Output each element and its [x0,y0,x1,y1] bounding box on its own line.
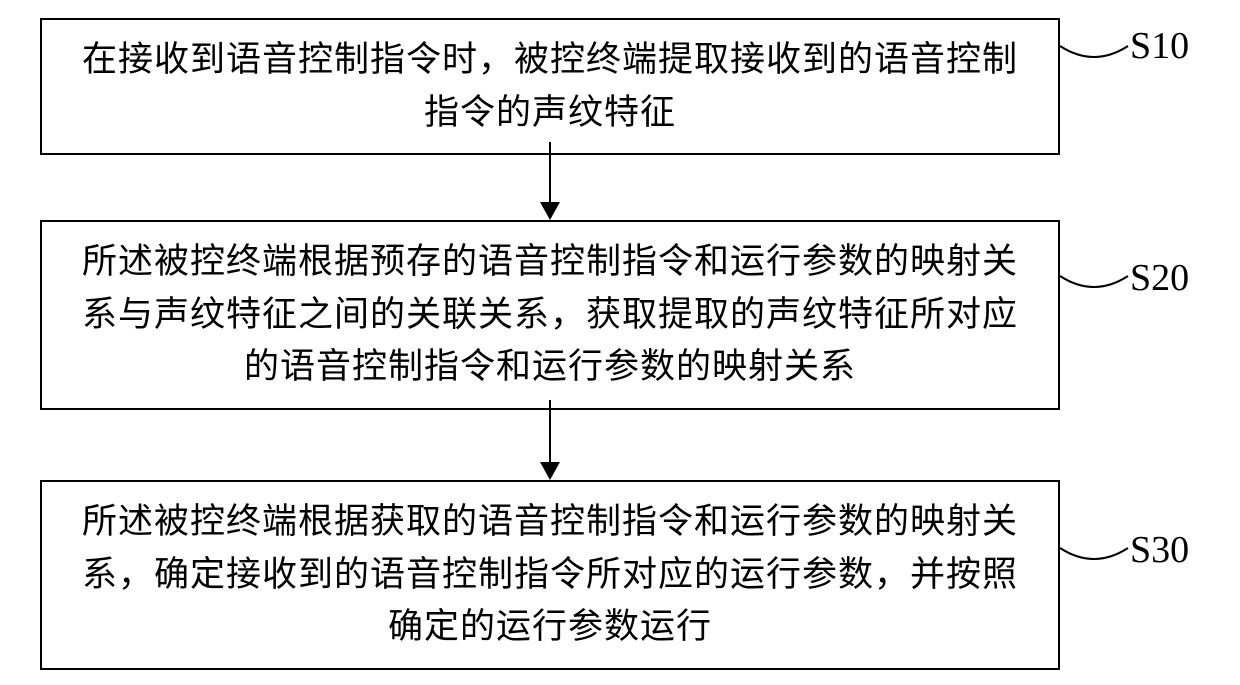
flow-step-s10-connector-curve [1058,30,1132,66]
flow-step-s10-label: S10 [1130,24,1189,68]
flow-arrow-s10-s20 [549,142,551,218]
flow-step-s10-text: 在接收到语音控制指令时，被控终端提取接收到的语音控制指令的声纹特征 [82,40,1018,132]
flow-step-s30-connector-curve [1058,532,1132,568]
flow-step-s30-text: 所述被控终端根据获取的语音控制指令和运行参数的映射关系，确定接收到的语音控制指令… [82,502,1018,646]
arrowhead-icon [540,202,560,220]
arrowhead-icon [540,462,560,480]
flow-step-s20-label: S20 [1130,256,1189,300]
flow-step-s20: 所述被控终端根据预存的语音控制指令和运行参数的映射关系与声纹特征之间的关联关系，… [40,220,1060,410]
flow-arrow-s20-s30 [549,400,551,478]
flow-step-s10: 在接收到语音控制指令时，被控终端提取接收到的语音控制指令的声纹特征 [40,18,1060,155]
flow-step-s20-connector-curve [1058,260,1132,296]
flow-step-s30-label: S30 [1130,528,1189,572]
flow-step-s20-text: 所述被控终端根据预存的语音控制指令和运行参数的映射关系与声纹特征之间的关联关系，… [82,242,1018,386]
flow-step-s30: 所述被控终端根据获取的语音控制指令和运行参数的映射关系，确定接收到的语音控制指令… [40,480,1060,670]
